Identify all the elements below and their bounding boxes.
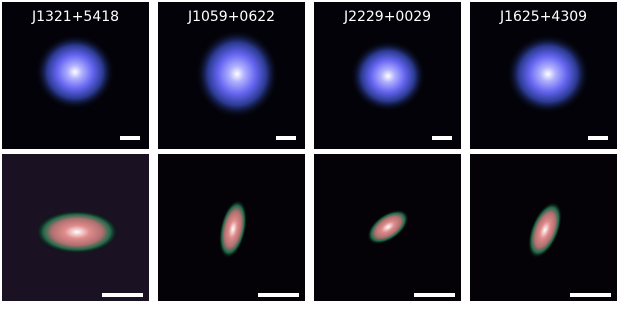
scale-bar [102, 293, 143, 297]
scale-bar [414, 293, 455, 297]
scale-bar [570, 293, 611, 297]
galaxy-blob [350, 40, 426, 112]
scale-bar [258, 293, 299, 297]
scale-bar [276, 136, 296, 140]
galaxy-blob [195, 29, 279, 119]
object-label: J1059+0622 [187, 9, 275, 25]
object-label: J2229+0029 [343, 9, 431, 25]
object-label: J1625+4309 [499, 9, 587, 25]
scale-bar [120, 136, 140, 140]
galaxy-blob [35, 210, 119, 254]
galaxy-blob [506, 34, 590, 114]
scale-bar [588, 136, 608, 140]
galaxy-blob [35, 34, 115, 110]
figure: J1321+5418 J1059+0622 J2229+0029 J1625+4309 [0, 0, 617, 311]
object-label: J1321+5418 [31, 9, 119, 25]
scale-bar [432, 136, 452, 140]
